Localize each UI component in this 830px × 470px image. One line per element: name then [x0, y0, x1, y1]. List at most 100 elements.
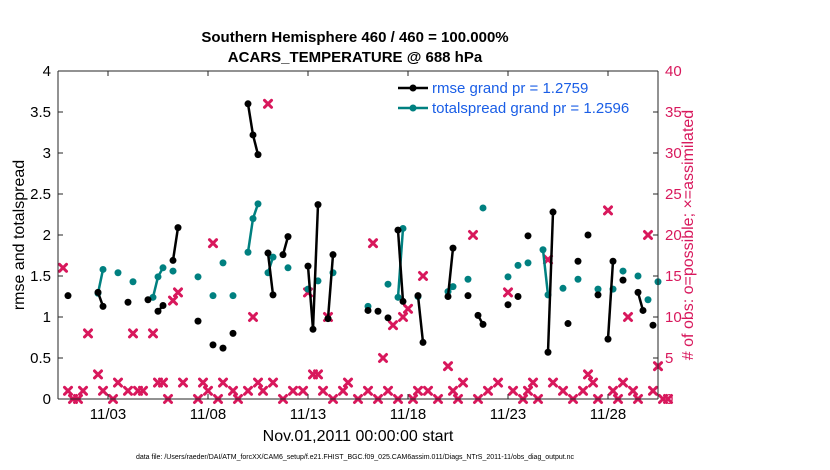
rmse-point — [524, 232, 532, 240]
obs-marker — [78, 385, 88, 396]
obs-marker — [643, 230, 653, 240]
rmse-segment — [326, 254, 335, 319]
rmse-point — [474, 311, 482, 319]
rmse-segment — [266, 252, 275, 296]
obs-marker — [258, 385, 268, 396]
rmse-point — [94, 288, 102, 296]
obs-marker — [508, 385, 518, 396]
rmse-point — [399, 297, 407, 305]
obs-marker — [338, 385, 348, 396]
y-axis-right-label: # of obs: o=possible; ×=assimilated — [680, 110, 697, 360]
obs-marker — [548, 377, 558, 388]
totalspread-point — [464, 275, 472, 283]
totalspread-point — [159, 264, 167, 272]
obs-marker — [253, 377, 263, 388]
x-axis-label: Nov.01,2011 00:00:00 start — [263, 428, 454, 445]
rmse-point — [99, 302, 107, 310]
obs-marker — [398, 312, 408, 322]
obs-marker — [483, 385, 493, 396]
obs-marker — [423, 385, 433, 396]
x-tick-label: 11/18 — [390, 406, 426, 423]
totalspread-point — [524, 259, 532, 267]
totalspread-point — [284, 264, 292, 272]
obs-marker — [58, 262, 68, 273]
rmse-point — [544, 348, 552, 356]
x-tick-label: 11/23 — [490, 406, 526, 423]
totalspread-series — [94, 200, 662, 310]
obs-marker — [208, 238, 218, 249]
obs-marker — [243, 385, 253, 396]
rmse-point — [219, 344, 227, 352]
rmse-point — [324, 315, 332, 323]
totalspread-point — [594, 285, 602, 293]
obs-marker — [343, 377, 353, 388]
totalspread-segment — [541, 249, 550, 295]
totalspread-segment — [151, 276, 160, 298]
rmse-point — [634, 288, 642, 296]
totalspread-point — [634, 272, 642, 280]
obs-marker — [443, 361, 453, 372]
x-tick-label: 11/13 — [290, 406, 326, 423]
rmse-point — [619, 276, 627, 284]
y-tick-left-label: 4 — [43, 63, 51, 80]
rmse-point — [414, 292, 422, 300]
rmse-point — [584, 231, 592, 239]
rmse-point — [609, 257, 617, 265]
y-tick-right-label: 10 — [665, 309, 682, 326]
obs-marker — [168, 295, 178, 306]
rmse-point — [229, 329, 237, 337]
totalspread-point — [244, 248, 252, 256]
totalspread-point — [229, 292, 237, 300]
obs-marker — [138, 385, 148, 396]
totalspread-point — [129, 278, 137, 286]
obs-marker — [203, 385, 213, 396]
rmse-point — [594, 291, 602, 299]
y-axis-left-label: rmse and totalspread — [11, 160, 28, 310]
rmse-point — [209, 341, 217, 349]
obs-marker — [648, 385, 658, 396]
rmse-point — [449, 244, 457, 252]
obs-marker — [288, 385, 298, 396]
totalspread-point — [479, 204, 487, 212]
y-tick-left-label: 1 — [43, 309, 51, 326]
obs-marker — [178, 377, 188, 388]
obs-marker — [608, 385, 618, 396]
rmse-point — [564, 320, 572, 328]
rmse-segment — [446, 247, 455, 297]
totalspread-point — [154, 273, 162, 281]
y-tick-left-label: 0.5 — [30, 350, 51, 367]
obs-marker — [313, 369, 323, 380]
obs-marker — [503, 287, 513, 298]
rmse-point — [64, 292, 72, 300]
rmse-point — [154, 307, 162, 315]
rmse-point — [514, 293, 522, 300]
rmse-segment — [416, 295, 425, 343]
obs-marker — [268, 377, 278, 388]
y-tick-left-label: 3.5 — [30, 104, 51, 121]
y-tick-left-label: 2 — [43, 227, 51, 244]
totalspread-point — [169, 267, 177, 275]
y-tick-right-label: 30 — [665, 145, 682, 162]
obs-marker — [618, 377, 628, 388]
rmse-point — [604, 335, 612, 343]
y-tick-right-label: 20 — [665, 227, 682, 244]
rmse-point — [574, 257, 582, 265]
obs-marker — [198, 377, 208, 388]
rmse-point — [194, 317, 202, 325]
totalspread-point — [449, 283, 457, 291]
rmse-point — [174, 224, 182, 232]
rmse-point — [269, 291, 277, 299]
rmse-point — [649, 321, 657, 329]
rmse-point — [639, 306, 647, 314]
obs-marker — [578, 385, 588, 396]
y-tick-right-label: 25 — [665, 186, 682, 203]
legend-spread-marker — [409, 104, 417, 112]
rmse-point — [279, 251, 287, 259]
obs-marker — [663, 394, 673, 404]
y-tick-right-label: 35 — [665, 104, 682, 121]
totalspread-point — [504, 273, 512, 281]
obs-marker — [603, 205, 613, 216]
totalspread-point — [574, 275, 582, 283]
obs-marker — [458, 377, 468, 388]
rmse-point — [304, 262, 312, 270]
